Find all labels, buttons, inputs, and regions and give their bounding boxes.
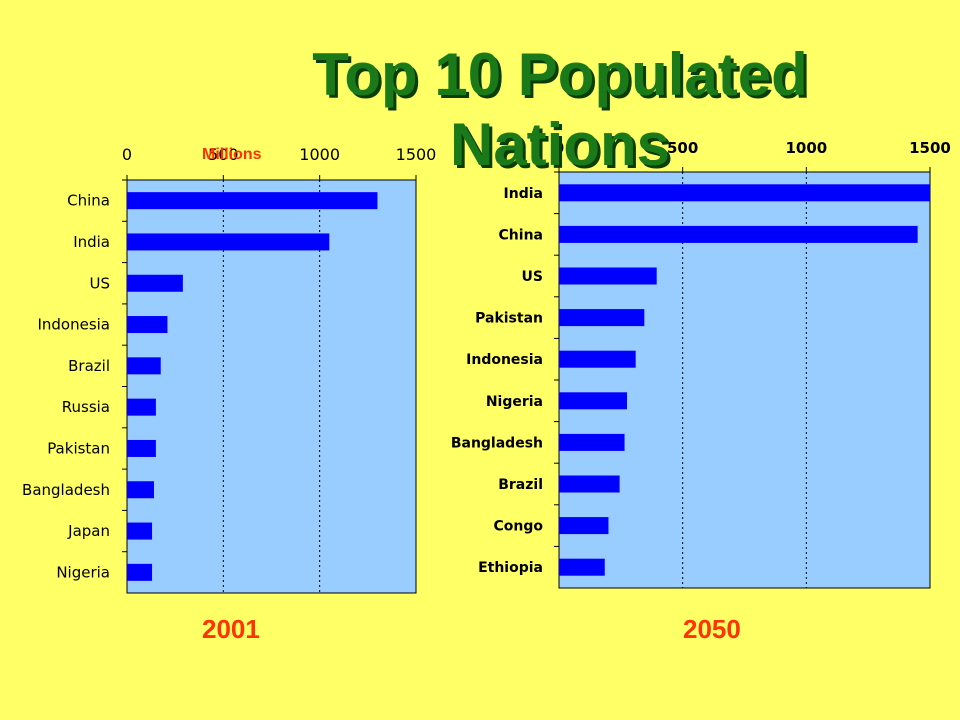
c1-category-label: Russia	[62, 398, 110, 416]
c2-x-tick-label: 0	[554, 139, 564, 157]
c1-category-label: Japan	[67, 522, 110, 540]
c2-bar-pakistan	[559, 309, 645, 327]
c2-bar-congo	[559, 517, 609, 535]
c1-bar-brazil	[127, 357, 161, 375]
c1-category-label: Bangladesh	[22, 481, 110, 499]
c2-category-label: Pakistan	[475, 311, 543, 327]
c2-category-label: China	[499, 227, 543, 243]
c2-bar-ethiopia	[559, 558, 605, 576]
c2-category-label: US	[522, 269, 543, 285]
c1-bar-russia	[127, 398, 156, 416]
c2-bar-india	[559, 184, 930, 202]
c1-x-tick-label: 500	[208, 145, 239, 164]
c2-bar-us	[559, 267, 657, 285]
c2-x-tick-label: 1500	[909, 139, 951, 157]
c2-category-label: Brazil	[498, 477, 543, 493]
c1-category-label: China	[67, 192, 110, 210]
year-label-2001: 2001	[202, 614, 260, 644]
c1-bar-bangladesh	[127, 481, 154, 499]
c2-category-label: Indonesia	[466, 352, 543, 368]
c1-category-label: Brazil	[68, 357, 110, 375]
c2-category-label: Congo	[494, 519, 544, 535]
c1-category-label: Nigeria	[56, 563, 110, 581]
c2-bar-nigeria	[559, 392, 628, 410]
c1-category-label: India	[73, 233, 110, 251]
c2-bar-bangladesh	[559, 433, 625, 451]
c1-x-tick-label: 0	[122, 145, 132, 164]
c1-bar-us	[127, 274, 183, 292]
c1-bar-china	[127, 192, 378, 210]
c2-category-label: Nigeria	[486, 394, 543, 410]
c2-bar-brazil	[559, 475, 620, 493]
c1-bar-japan	[127, 522, 153, 540]
c2-category-label: Bangladesh	[451, 435, 543, 451]
c2-x-tick-label: 500	[667, 139, 698, 157]
c2-bar-indonesia	[559, 350, 636, 368]
c1-bar-indonesia	[127, 316, 168, 334]
slide-title: Top 10 Populated Nations	[312, 41, 808, 178]
c1-bar-nigeria	[127, 563, 153, 581]
c1-bar-pakistan	[127, 439, 156, 457]
c1-bar-india	[127, 233, 330, 251]
c2-category-label: India	[504, 186, 543, 202]
c2-bar-china	[559, 225, 918, 243]
c1-category-label: Pakistan	[47, 439, 110, 457]
c1-x-tick-label: 1000	[299, 145, 340, 164]
year-label-2050: 2050	[683, 614, 741, 644]
units-label: Millions	[202, 146, 262, 163]
c1-category-label: Indonesia	[37, 316, 110, 334]
c2-x-tick-label: 1000	[785, 139, 827, 157]
c1-category-label: US	[89, 274, 110, 292]
c1-x-tick-label: 1500	[396, 145, 437, 164]
c2-category-label: Ethiopia	[478, 560, 543, 576]
